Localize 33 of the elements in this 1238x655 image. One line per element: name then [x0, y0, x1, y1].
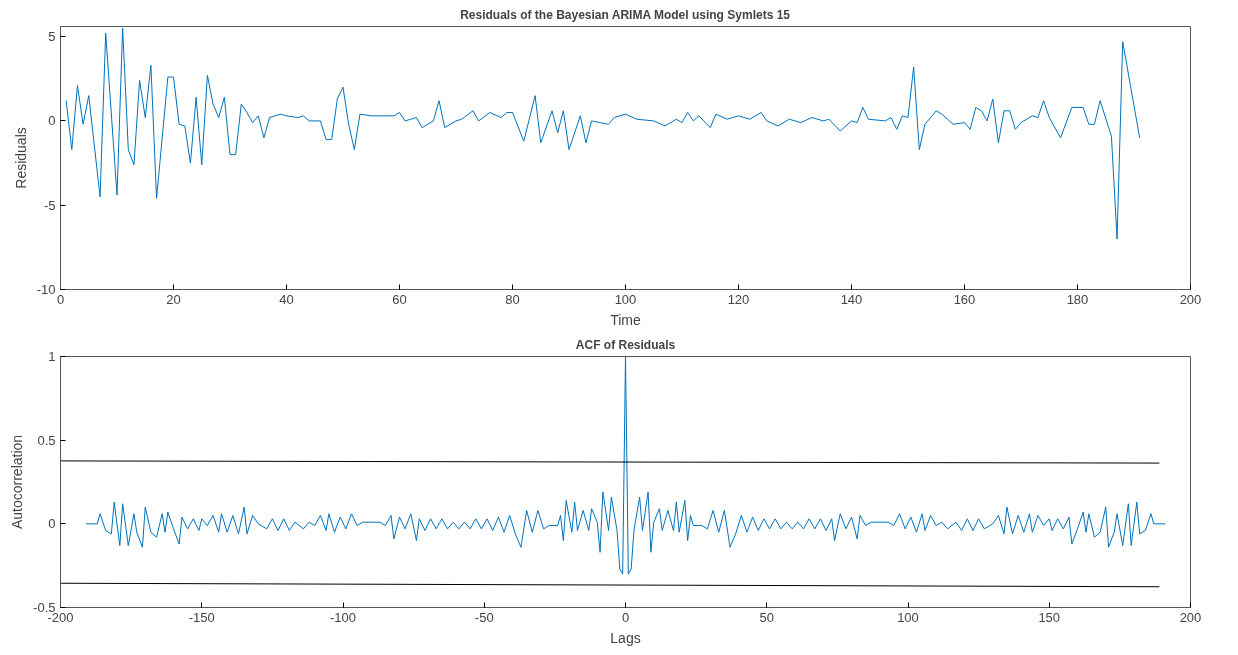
chart-title: Residuals of the Bayesian ARIMA Model using Symlets 15	[460, 7, 791, 22]
y-tick-label: 1	[48, 349, 56, 364]
y-tick-label: 0	[48, 113, 56, 129]
y-tick-label: 0.5	[37, 432, 56, 448]
x-tick-label: 0	[621, 609, 630, 625]
x-tick-label: -100	[329, 609, 357, 625]
x-axis-title: Time	[610, 311, 642, 328]
chart-title: ACF of Residuals	[575, 337, 676, 352]
x-tick-label: -150	[188, 609, 215, 625]
x-tick-label: 160	[953, 291, 976, 307]
x-tick-label: 100	[614, 291, 637, 307]
y-tick-label: -5	[43, 197, 56, 213]
x-tick-label: 60	[392, 291, 407, 307]
x-tick-label: 180	[1066, 291, 1089, 307]
x-tick-label: 50	[759, 609, 774, 625]
x-tick-label: 200	[1179, 291, 1202, 307]
x-tick-label: 150	[1038, 609, 1061, 625]
y-tick-label: -10	[36, 282, 56, 297]
x-tick-label: 40	[279, 291, 294, 307]
y-tick-label: 0	[48, 516, 56, 532]
y-tick-label: 5	[48, 29, 56, 45]
x-tick-label: 140	[840, 291, 863, 307]
y-axis-title: Residuals	[12, 127, 29, 189]
x-tick-label: 80	[505, 291, 520, 307]
x-axis-title: Lags	[610, 629, 641, 646]
y-axis-title: Autocorrelation	[9, 434, 26, 530]
line-series	[85, 356, 1166, 575]
x-tick-label: 20	[166, 291, 181, 307]
x-tick-label: 200	[1179, 609, 1202, 625]
x-tick-label: 100	[897, 609, 919, 625]
line-series	[65, 27, 1141, 240]
x-tick-label: 120	[727, 291, 750, 307]
x-tick-label: -50	[474, 609, 494, 625]
